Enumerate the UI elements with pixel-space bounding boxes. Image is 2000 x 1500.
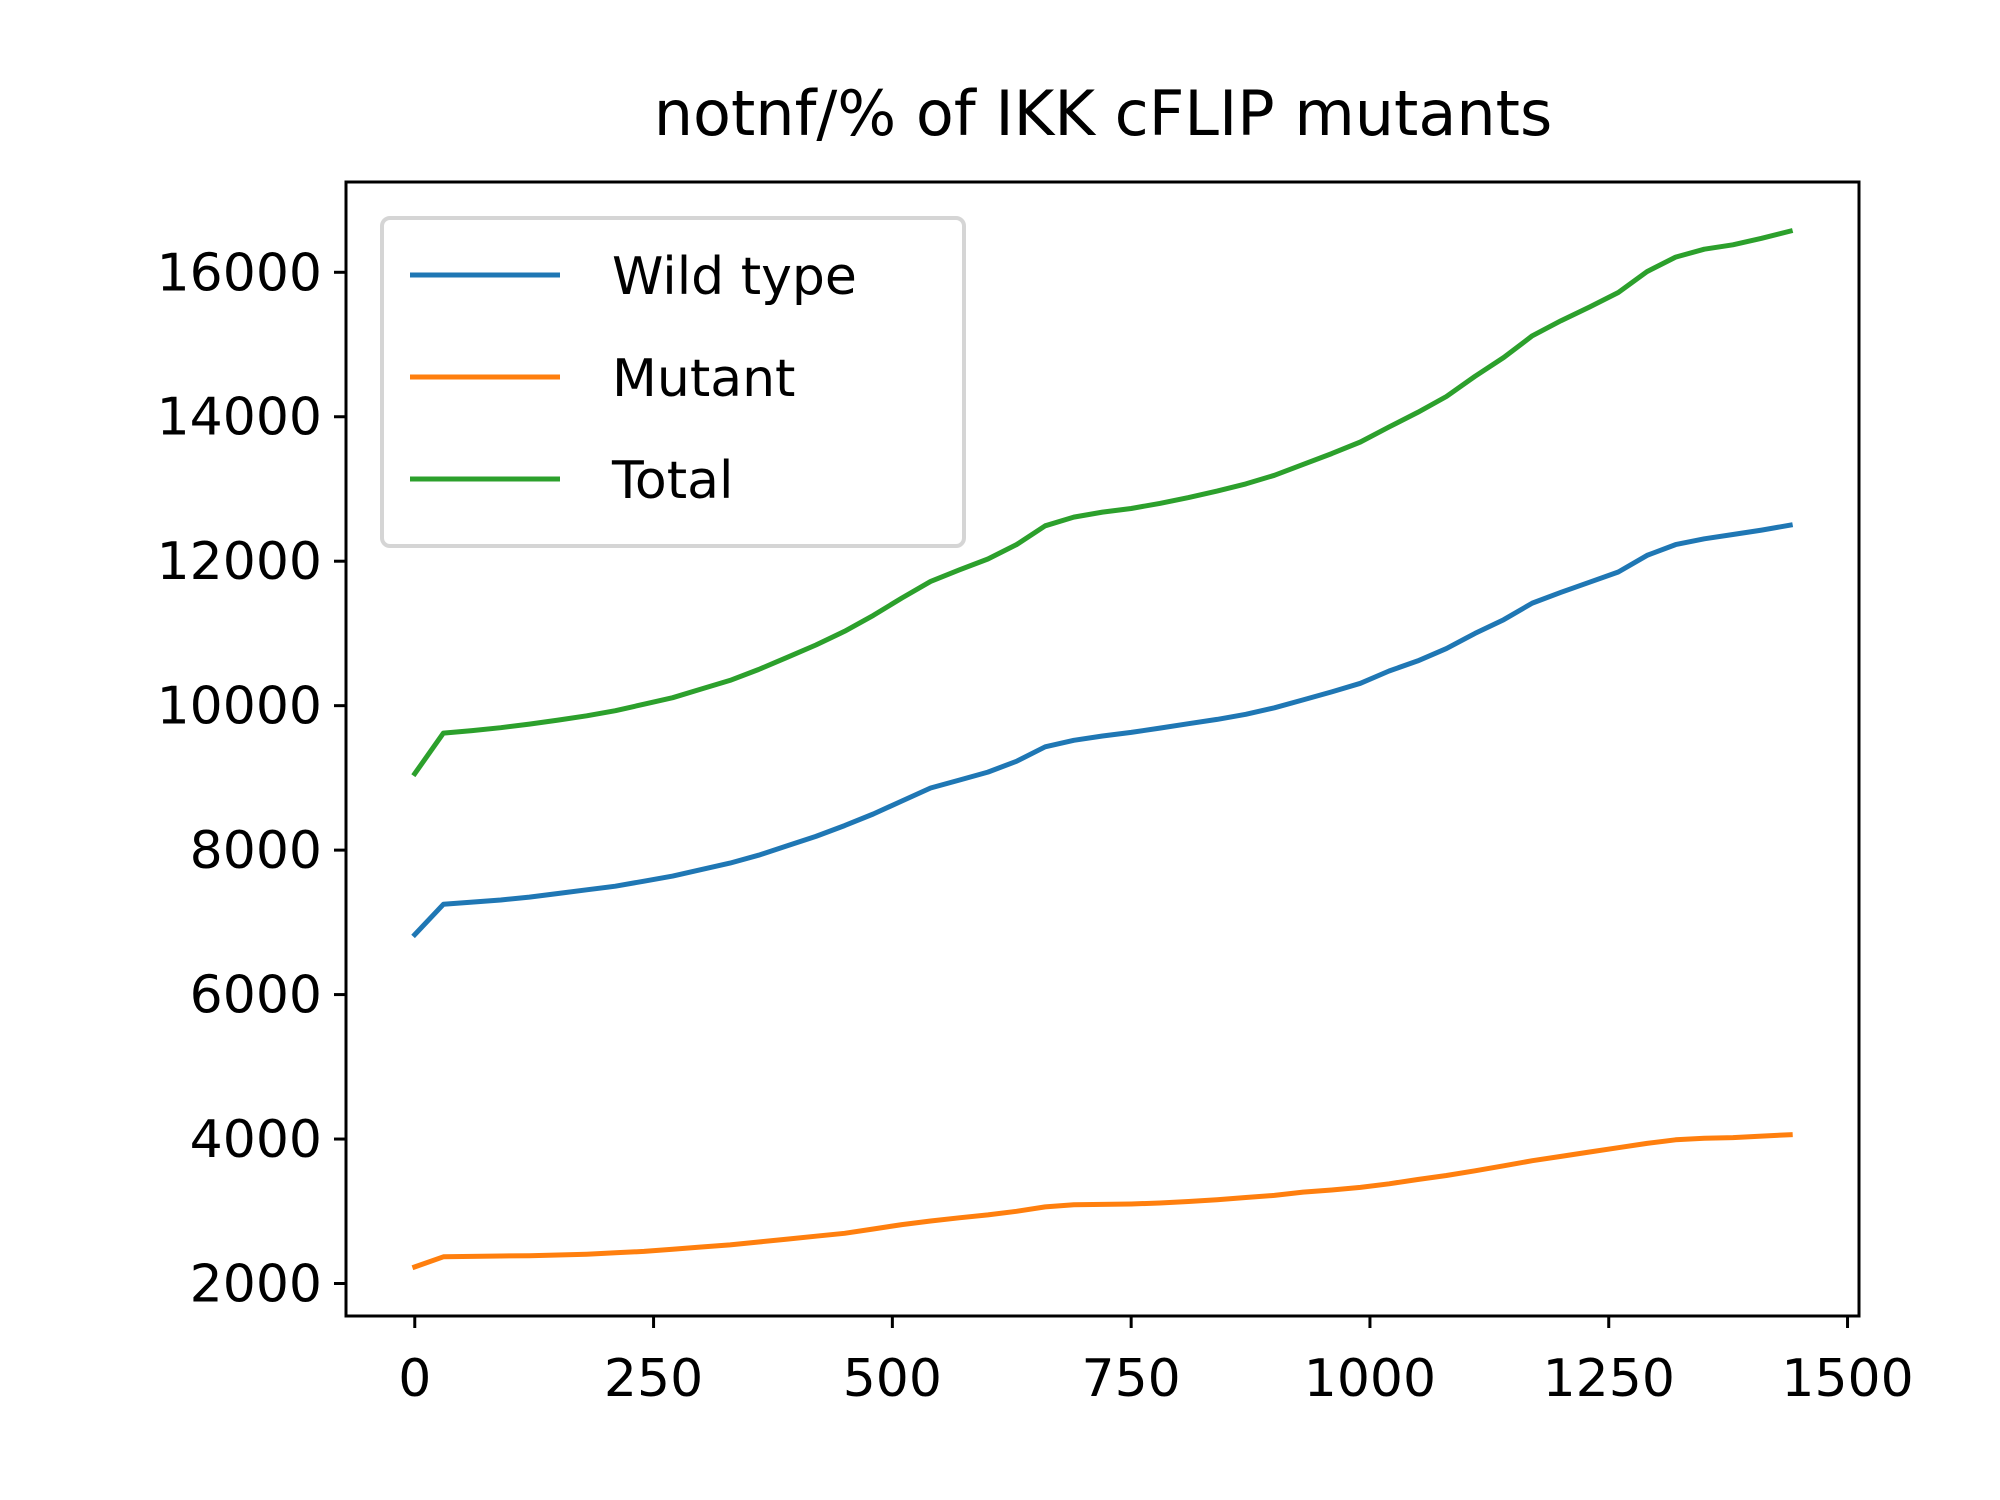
series-line-mutant [411, 1132, 1793, 1271]
y-tick-label: 4000 [190, 1110, 322, 1170]
x-tick-label: 0 [398, 1349, 431, 1409]
y-tick-label: 10000 [157, 677, 322, 737]
x-axis: 0 250 500 750 1000 1250 1500 [398, 1316, 1914, 1409]
x-tick-label: 1500 [1781, 1349, 1913, 1409]
x-tick-label: 500 [843, 1349, 942, 1409]
series-line-total [411, 228, 1794, 778]
legend-box [380, 216, 966, 548]
y-tick-label: 16000 [157, 243, 322, 303]
x-tick-label: 1000 [1304, 1349, 1436, 1409]
x-tick-label: 1250 [1543, 1349, 1675, 1409]
y-tick-label: 12000 [157, 532, 322, 592]
y-tick-label: 14000 [157, 388, 322, 448]
legend-label: Mutant [612, 349, 795, 409]
series-line-wild-type [411, 522, 1794, 939]
legend-label: Total [611, 451, 733, 511]
y-tick-label: 6000 [190, 966, 322, 1026]
y-tick-label: 2000 [190, 1254, 322, 1314]
x-tick-label: 250 [604, 1349, 703, 1409]
series-lines [411, 228, 1794, 1271]
legend: Wild type Mutant Total [380, 216, 966, 548]
y-axis: 2000 4000 6000 8000 10000 12000 14000 16000 [157, 243, 346, 1314]
y-tick-label: 8000 [190, 821, 322, 881]
legend-label: Wild type [612, 247, 857, 307]
plot-frame [344, 180, 1861, 1318]
x-tick-label: 750 [1082, 1349, 1181, 1409]
chart-title: notnf/% of IKK cFLIP mutants [654, 77, 1553, 150]
